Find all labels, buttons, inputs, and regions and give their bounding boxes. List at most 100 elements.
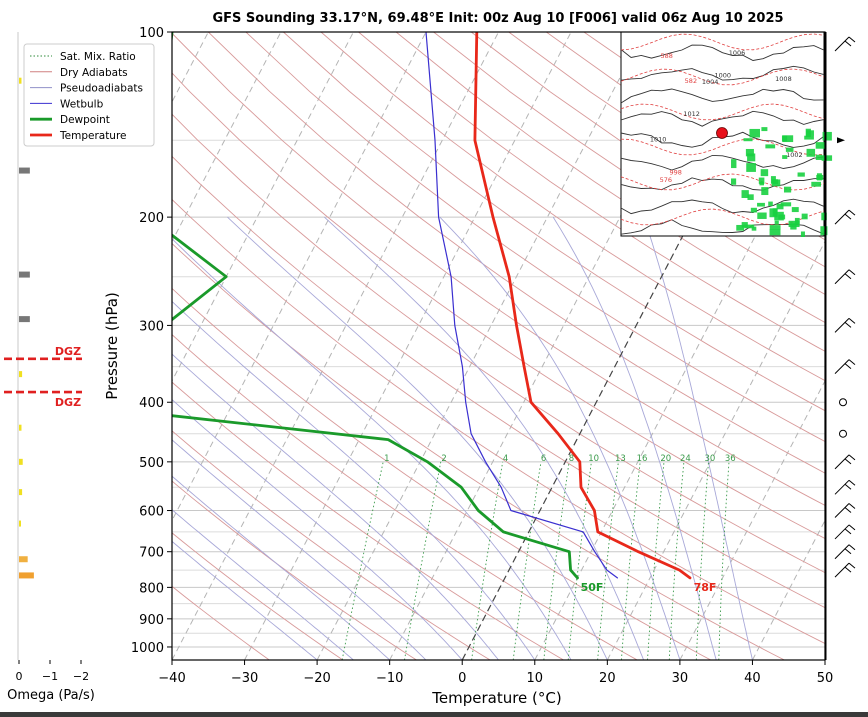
barb-flag (844, 548, 852, 555)
precip-patch (770, 176, 776, 184)
barb-icon (834, 479, 856, 495)
x-tick-label: 20 (599, 671, 616, 686)
precip-patch (761, 127, 768, 132)
legend-label: Sat. Mix. Ratio (60, 51, 136, 63)
omega-tick-label: 0 (16, 670, 23, 683)
omega-bar (19, 556, 28, 563)
dry-adiabat-line (358, 32, 825, 352)
precip-patch (731, 178, 737, 185)
pseudoadiabat-line (552, 216, 717, 660)
barb-flag (844, 483, 852, 490)
y-axis-label: Pressure (hPa) (103, 292, 121, 400)
dry-adiabat-line (433, 32, 825, 295)
precip-patch (765, 144, 776, 149)
precip-patch (778, 214, 786, 220)
y-tick-label: 900 (139, 613, 164, 628)
y-tick-label: 1000 (131, 641, 164, 656)
mixing-ratio-label: 8 (569, 454, 574, 464)
mixing-ratio-label: 13 (615, 454, 626, 464)
precip-patch (747, 194, 754, 200)
legend-label: Wetbulb (60, 98, 104, 110)
barb-icon (834, 318, 856, 333)
barb-flag (848, 209, 856, 216)
precip-patch (745, 148, 754, 157)
inset-pressure-label: 1008 (775, 75, 792, 83)
pseudoadiabat-line (172, 439, 427, 660)
precip-patch (790, 223, 797, 230)
mixing-ratio-label: 2 (441, 454, 446, 464)
mixing-ratio-label: 20 (660, 454, 671, 464)
precip-patch (736, 224, 745, 231)
y-tick-label: 100 (139, 26, 164, 41)
barb-flag (848, 544, 856, 551)
dry-adiabat-line (172, 381, 564, 660)
precip-patch (806, 148, 816, 157)
precip-patch (785, 147, 794, 152)
precip-patch (769, 229, 781, 236)
barb-icon (834, 503, 856, 518)
barb-staff (834, 544, 850, 560)
precip-patch (821, 212, 827, 221)
precip-patch (760, 169, 769, 177)
precip-patch (749, 128, 760, 138)
precip-patch (800, 231, 805, 238)
pseudoadiabat-line (172, 509, 354, 660)
y-axis: 100 200 300 400 500 600 700 800 900 1000 (131, 26, 172, 656)
omega-bar (19, 424, 22, 431)
isotherm-line (172, 32, 427, 522)
omega-axis-label: Omega (Pa/s) (7, 688, 95, 703)
barb-staff (834, 359, 850, 374)
isotherm-line (316, 32, 645, 660)
isotherm-line (534, 100, 825, 660)
dry-adiabat-line (172, 334, 638, 660)
precip-patch (811, 181, 821, 187)
isobar-contour (620, 110, 825, 127)
dry-adiabat-line (172, 198, 825, 645)
barb-icon (834, 36, 856, 52)
legend: Sat. Mix. Ratio Dry Adiabats Pseudoadiabat… (23, 43, 155, 147)
pseudoadiabat-line (172, 540, 318, 660)
y-tick-label: 800 (139, 581, 164, 596)
barb-flag (848, 318, 856, 324)
inset-pressure-label: 1000 (714, 72, 731, 80)
pseudoadiabats (172, 216, 753, 660)
dgz-label: DGZ (55, 396, 81, 409)
mixing-ratio-line (620, 461, 641, 660)
barb-icon (834, 562, 856, 578)
surface-dewpoint-label: 50F (581, 581, 604, 594)
mixing-ratio-line (597, 461, 619, 660)
mixing-ratio-line (543, 461, 570, 660)
pseudoadiabat-line (172, 475, 391, 660)
height-contour (620, 68, 825, 86)
barb-icon (834, 209, 856, 225)
barb-flag (844, 40, 852, 47)
dry-adiabat-line (245, 32, 825, 442)
barb-staff (834, 562, 850, 578)
inset-pressure-label: 576 (660, 176, 672, 184)
precip-patch (746, 163, 756, 172)
mixing-ratio-line (718, 461, 730, 660)
wind-barbs (825, 32, 856, 660)
omega-tick-label: −1 (42, 670, 58, 683)
x-tick-label: 30 (672, 671, 689, 686)
barb-icon (834, 269, 856, 285)
y-tick-label: 700 (139, 546, 164, 561)
mixing-ratio-line (647, 461, 665, 660)
precip-patch (816, 173, 822, 181)
precip-patch (797, 172, 805, 177)
dgz-label: DGZ (55, 345, 81, 358)
precip-patch (751, 226, 757, 231)
x-tick-label: 0 (458, 671, 466, 686)
pseudoadiabat-line (172, 353, 499, 660)
precip-patch (741, 222, 748, 228)
barb-flag (848, 454, 856, 461)
precip-patch (805, 128, 811, 137)
x-tick-label: 40 (744, 671, 761, 686)
precip-patch (759, 181, 765, 186)
isotherm-line (172, 32, 500, 660)
barb-staff (834, 269, 850, 285)
barb-flag (848, 479, 856, 486)
precip-patch (768, 201, 773, 206)
omega-bar (19, 520, 21, 527)
